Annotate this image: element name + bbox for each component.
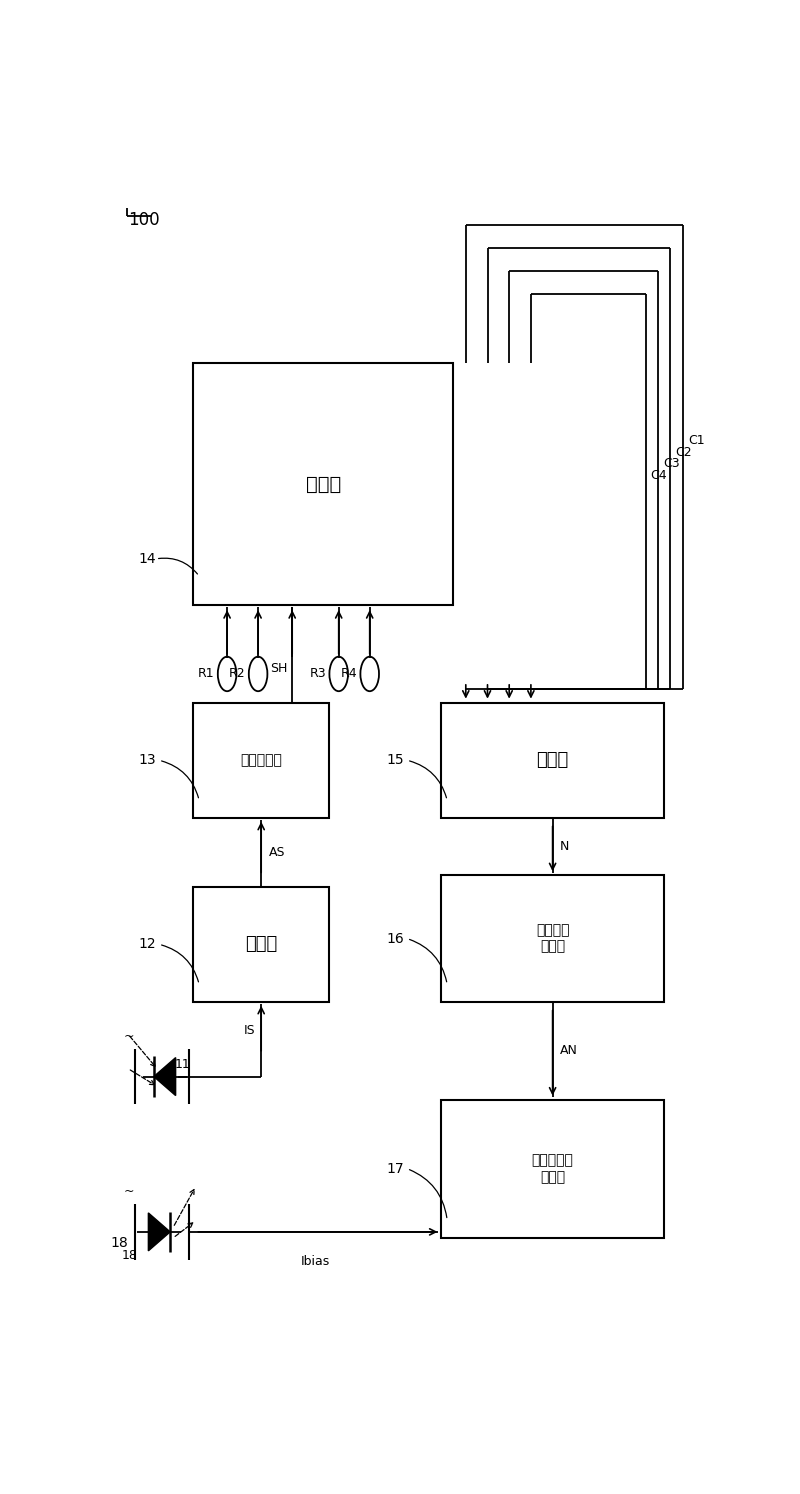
Text: 16: 16 (386, 932, 404, 946)
Text: 18: 18 (110, 1237, 128, 1250)
Text: R3: R3 (310, 668, 326, 680)
Text: 数字模拟
转换器: 数字模拟 转换器 (536, 923, 570, 953)
Bar (441, 875, 664, 1002)
Text: 14: 14 (138, 551, 156, 566)
Text: N: N (560, 840, 570, 853)
Text: IS: IS (243, 1023, 255, 1037)
Text: 17: 17 (386, 1162, 404, 1176)
Text: R4: R4 (341, 668, 358, 680)
Text: SH: SH (270, 662, 287, 675)
Text: C3: C3 (663, 457, 679, 471)
Text: 15: 15 (386, 753, 404, 768)
Text: 激光二极管
驱动器: 激光二极管 驱动器 (532, 1153, 574, 1183)
Polygon shape (148, 1213, 170, 1250)
Text: ~: ~ (123, 1185, 134, 1198)
Text: 计数器: 计数器 (537, 751, 569, 769)
Text: 100: 100 (128, 212, 159, 230)
Text: AS: AS (269, 846, 285, 859)
Text: ~: ~ (123, 1029, 134, 1043)
Text: R1: R1 (198, 668, 214, 680)
Bar (193, 702, 330, 817)
Text: 比较器: 比较器 (306, 475, 341, 493)
Text: C2: C2 (675, 447, 692, 459)
Text: AN: AN (560, 1044, 578, 1058)
Text: 18: 18 (122, 1249, 138, 1262)
Bar (441, 702, 664, 817)
Bar (193, 363, 454, 605)
Bar (193, 887, 330, 1002)
Text: 13: 13 (138, 753, 156, 768)
Text: 取样保持器: 取样保持器 (240, 753, 282, 768)
Text: C1: C1 (688, 435, 704, 448)
Text: 11: 11 (174, 1058, 190, 1071)
Text: 12: 12 (138, 937, 156, 952)
Text: C4: C4 (650, 469, 667, 483)
Text: 放大器: 放大器 (245, 935, 278, 953)
Bar (441, 1100, 664, 1237)
Text: R2: R2 (229, 668, 246, 680)
Text: Ibias: Ibias (301, 1255, 330, 1268)
Polygon shape (154, 1058, 176, 1095)
